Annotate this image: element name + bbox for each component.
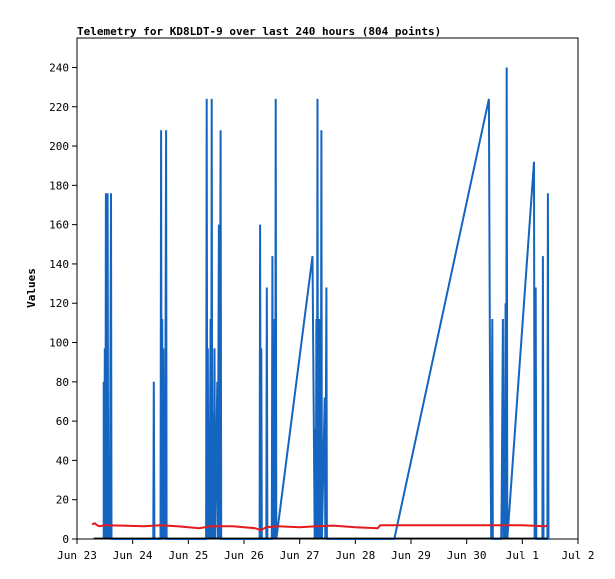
x-tick-label: Jul 1 — [506, 549, 539, 562]
x-tick-label: Jul 2 — [561, 549, 594, 562]
x-axis-ticks: Jun 23 Jun 24 Jun 25 Jun 26 Jun 27 Jun 28 Jun … — [57, 539, 595, 562]
series-line-0 — [102, 67, 550, 540]
y-tick-label: 160 — [49, 219, 69, 232]
chart-title: Telemetry for KD8LDT-9 over last 240 hou… — [77, 25, 441, 38]
y-tick-label: 120 — [49, 297, 69, 310]
x-tick-label: Jun 29 — [391, 549, 431, 562]
y-axis-label: Values — [25, 268, 38, 308]
y-tick-label: 20 — [56, 494, 69, 507]
y-tick-label: 140 — [49, 258, 69, 271]
x-tick-label: Jun 23 — [57, 549, 97, 562]
x-tick-label: Jun 27 — [280, 549, 320, 562]
y-tick-label: 0 — [62, 533, 69, 546]
y-tick-label: 240 — [49, 61, 69, 74]
y-tick-label: 180 — [49, 179, 69, 192]
y-tick-label: 80 — [56, 376, 69, 389]
x-tick-label: Jun 24 — [113, 549, 153, 562]
y-tick-label: 220 — [49, 101, 69, 114]
series-layer — [91, 67, 550, 540]
y-tick-label: 100 — [49, 337, 69, 350]
y-tick-label: 40 — [56, 454, 69, 467]
y-tick-label: 200 — [49, 140, 69, 153]
y-tick-label: 60 — [56, 415, 69, 428]
x-tick-label: Jun 26 — [224, 549, 264, 562]
x-tick-label: Jun 25 — [168, 549, 208, 562]
x-tick-label: Jun 28 — [335, 549, 375, 562]
x-tick-label: Jun 30 — [447, 549, 487, 562]
y-axis-ticks: 0 20 40 60 80 100 120 140 160 180 200 220 240 — [49, 61, 77, 546]
series-line-1 — [91, 522, 549, 532]
